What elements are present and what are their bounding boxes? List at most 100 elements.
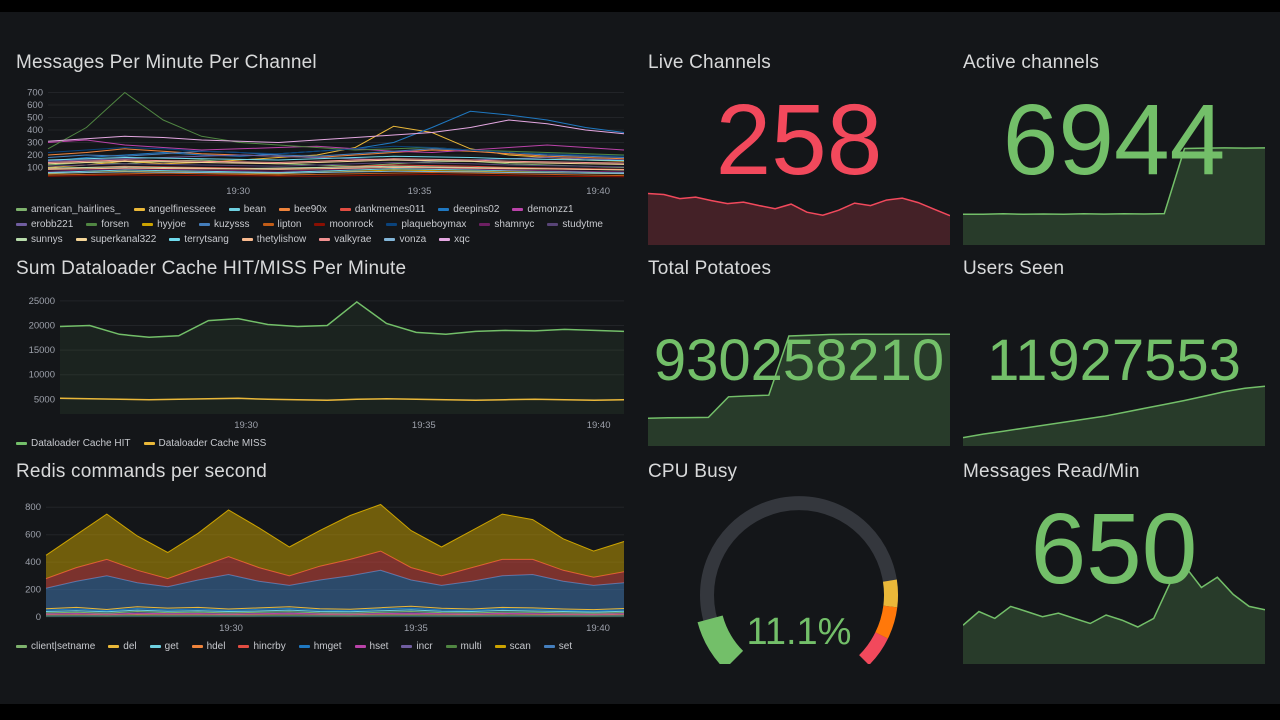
series-color-dash <box>339 208 351 211</box>
series-color-dash <box>547 223 559 226</box>
legend-item[interactable]: get <box>149 641 179 652</box>
legend-item[interactable]: demonzz1 <box>512 204 574 215</box>
series-color-dash <box>16 645 27 648</box>
panel-messages-per-minute: Messages Per Minute Per Channel 100 200 30… <box>16 40 628 245</box>
legend-item[interactable]: hdel <box>191 641 225 652</box>
series-color-dash <box>384 238 396 241</box>
legend-item[interactable]: bean <box>228 204 266 215</box>
series-color-dash <box>149 645 161 648</box>
panel-title[interactable]: Users Seen <box>963 258 1065 279</box>
panel-title[interactable]: Total Potatoes <box>648 258 772 279</box>
series-color-dash <box>298 645 310 648</box>
legend-item[interactable]: shamnyc <box>479 219 534 230</box>
legend-item[interactable]: kuzysss <box>198 219 250 230</box>
legend-item[interactable]: vonza <box>384 234 426 245</box>
cpu-gauge: 11.1% <box>659 493 939 664</box>
legend-item[interactable]: studytme <box>547 219 603 230</box>
svg-text:400: 400 <box>27 125 43 136</box>
svg-text:700: 700 <box>27 88 43 99</box>
stat-value: 258 <box>715 84 883 196</box>
svg-text:25000: 25000 <box>29 296 55 307</box>
legend-item[interactable]: Dataloader Cache MISS <box>143 438 266 449</box>
panel-title[interactable]: Messages Per Minute Per Channel <box>16 52 317 73</box>
legend-item[interactable]: hincrby <box>238 641 286 652</box>
series-color-dash <box>314 223 326 226</box>
svg-text:19:40: 19:40 <box>587 420 611 431</box>
panel-title[interactable]: Live Channels <box>648 52 772 73</box>
panel-title[interactable]: Active channels <box>963 52 1100 73</box>
gauge-arc <box>697 496 899 664</box>
panel-live-channels: Live Channels 258 <box>648 40 950 245</box>
legend-item[interactable]: moonrock <box>314 219 373 230</box>
legend-item[interactable]: set <box>543 641 572 652</box>
panel-title[interactable]: CPU Busy <box>648 461 738 482</box>
series-color-dash <box>445 645 457 648</box>
series-color-dash <box>238 645 250 648</box>
legend-item[interactable]: thetylishow <box>241 234 306 245</box>
legend-item[interactable]: hyyjoe <box>142 219 186 230</box>
legend-item[interactable]: plaqueboymax <box>386 219 466 230</box>
svg-text:100: 100 <box>27 163 43 174</box>
legend-item[interactable]: incr <box>401 641 433 652</box>
legend-item[interactable]: hset <box>354 641 388 652</box>
svg-text:200: 200 <box>25 585 41 596</box>
legend-item[interactable]: multi <box>445 641 482 652</box>
time-series-chart[interactable]: 5000 10000 15000 20000 25000 19:30 19:35 19:40 <box>16 292 628 432</box>
panel-active-channels: Active channels 6944 <box>963 40 1265 245</box>
legend-item[interactable]: dankmemes011 <box>339 204 425 215</box>
gauge-value: 11.1% <box>746 611 852 653</box>
legend-item[interactable]: angelfinesseee <box>133 204 216 215</box>
series-color-dash <box>75 238 87 241</box>
time-series-chart[interactable]: 0 200 400 600 800 19:30 19:35 19:40 <box>16 495 628 635</box>
series-color-dash <box>512 208 524 211</box>
svg-text:19:35: 19:35 <box>408 186 432 197</box>
legend-item[interactable]: Dataloader Cache HIT <box>16 438 131 449</box>
panel-title[interactable]: Sum Dataloader Cache HIT/MISS Per Minute <box>16 258 407 279</box>
legend-item[interactable]: del <box>108 641 137 652</box>
panel-title[interactable]: Messages Read/Min <box>963 461 1140 482</box>
series-color-dash <box>279 208 291 211</box>
panel-users-seen: Users Seen 11927553 <box>963 246 1265 446</box>
sparkline <box>963 565 1265 664</box>
legend-item[interactable]: lipton <box>262 219 301 230</box>
svg-text:19:30: 19:30 <box>234 420 258 431</box>
series-color-dash <box>16 238 27 241</box>
series-color-dash <box>16 208 27 211</box>
stat-value: 930258210 <box>653 328 945 393</box>
panel-redis-commands: Redis commands per second 0 200 400 600 800 1… <box>16 449 628 664</box>
panel-messages-read-min: Messages Read/Min 650 <box>963 449 1265 664</box>
series-color-dash <box>439 238 451 241</box>
legend-item[interactable]: forsen <box>86 219 129 230</box>
series-color-dash <box>143 442 155 445</box>
svg-text:600: 600 <box>25 530 41 541</box>
grafana-dashboard: Messages Per Minute Per Channel 100 200 30… <box>0 12 1280 704</box>
series-color-dash <box>386 223 398 226</box>
svg-text:19:30: 19:30 <box>226 186 250 197</box>
series-color-dash <box>401 645 413 648</box>
legend-item[interactable]: valkyrae <box>319 234 371 245</box>
legend-item[interactable]: deepins02 <box>438 204 499 215</box>
legend-item[interactable]: client|setname <box>16 641 95 652</box>
panel-title[interactable]: Redis commands per second <box>16 461 268 482</box>
panel-cpu-busy: CPU Busy 11.1% <box>648 449 950 664</box>
series-color-dash <box>354 645 366 648</box>
legend-item[interactable]: bee90x <box>279 204 327 215</box>
legend-item[interactable]: american_hairlines_ <box>16 204 121 215</box>
legend-item[interactable]: xqc <box>439 234 470 245</box>
legend-item[interactable]: terrytsang <box>169 234 229 245</box>
svg-text:500: 500 <box>27 113 43 124</box>
chart-legend: Dataloader Cache HIT Dataloader Cache MIS… <box>16 438 628 449</box>
legend-item[interactable]: scan <box>494 641 531 652</box>
legend-item[interactable]: sunnys <box>16 234 63 245</box>
svg-text:19:30: 19:30 <box>219 623 243 634</box>
legend-item[interactable]: erobb221 <box>16 219 73 230</box>
stat-value: 11927553 <box>987 328 1241 393</box>
sparkline <box>648 333 950 446</box>
legend-item[interactable]: hmget <box>298 641 342 652</box>
svg-text:20000: 20000 <box>29 321 55 332</box>
series-color-dash <box>16 223 27 226</box>
series-color-dash <box>16 442 27 445</box>
legend-item[interactable]: superkanal322 <box>75 234 156 245</box>
